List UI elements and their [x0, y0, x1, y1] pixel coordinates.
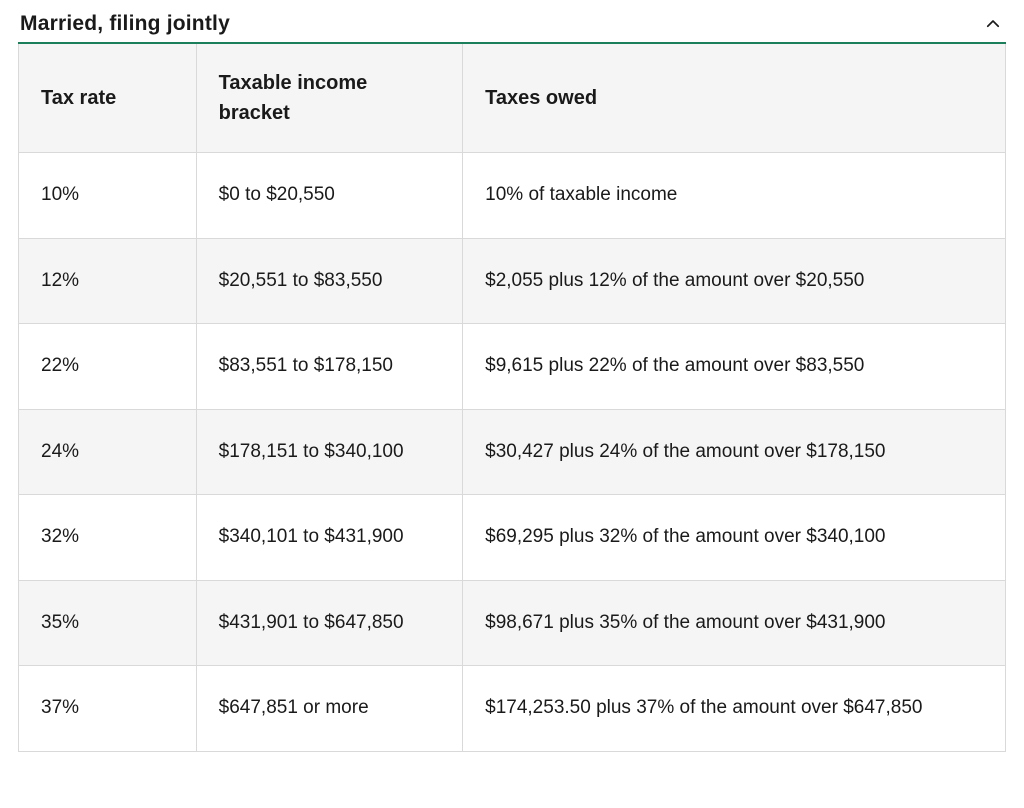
table-header-row: Tax rate Taxable income bracket Taxes ow… [19, 43, 1006, 153]
cell-owed: $2,055 plus 12% of the amount over $20,5… [463, 238, 1006, 324]
table-row: 24% $178,151 to $340,100 $30,427 plus 24… [19, 409, 1006, 495]
table-row: 22% $83,551 to $178,150 $9,615 plus 22% … [19, 324, 1006, 410]
table-row: 32% $340,101 to $431,900 $69,295 plus 32… [19, 495, 1006, 581]
cell-bracket: $340,101 to $431,900 [196, 495, 462, 581]
cell-bracket: $0 to $20,550 [196, 153, 462, 239]
table-row: 10% $0 to $20,550 10% of taxable income [19, 153, 1006, 239]
cell-rate: 22% [19, 324, 197, 410]
section-header[interactable]: Married, filing jointly [18, 12, 1006, 42]
col-header-owed: Taxes owed [463, 43, 1006, 153]
cell-owed: $98,671 plus 35% of the amount over $431… [463, 580, 1006, 666]
cell-rate: 24% [19, 409, 197, 495]
cell-rate: 35% [19, 580, 197, 666]
cell-rate: 12% [19, 238, 197, 324]
cell-rate: 32% [19, 495, 197, 581]
tax-brackets-table: Tax rate Taxable income bracket Taxes ow… [18, 42, 1006, 752]
cell-owed: $69,295 plus 32% of the amount over $340… [463, 495, 1006, 581]
cell-bracket: $178,151 to $340,100 [196, 409, 462, 495]
cell-rate: 10% [19, 153, 197, 239]
table-row: 12% $20,551 to $83,550 $2,055 plus 12% o… [19, 238, 1006, 324]
cell-owed: $9,615 plus 22% of the amount over $83,5… [463, 324, 1006, 410]
cell-rate: 37% [19, 666, 197, 752]
cell-bracket: $20,551 to $83,550 [196, 238, 462, 324]
cell-bracket: $647,851 or more [196, 666, 462, 752]
cell-owed: $30,427 plus 24% of the amount over $178… [463, 409, 1006, 495]
table-row: 37% $647,851 or more $174,253.50 plus 37… [19, 666, 1006, 752]
cell-owed: $174,253.50 plus 37% of the amount over … [463, 666, 1006, 752]
col-header-bracket: Taxable income bracket [196, 43, 462, 153]
section-title: Married, filing jointly [20, 12, 230, 36]
cell-bracket: $431,901 to $647,850 [196, 580, 462, 666]
cell-bracket: $83,551 to $178,150 [196, 324, 462, 410]
cell-owed: 10% of taxable income [463, 153, 1006, 239]
table-row: 35% $431,901 to $647,850 $98,671 plus 35… [19, 580, 1006, 666]
col-header-rate: Tax rate [19, 43, 197, 153]
chevron-up-icon[interactable] [982, 13, 1004, 35]
